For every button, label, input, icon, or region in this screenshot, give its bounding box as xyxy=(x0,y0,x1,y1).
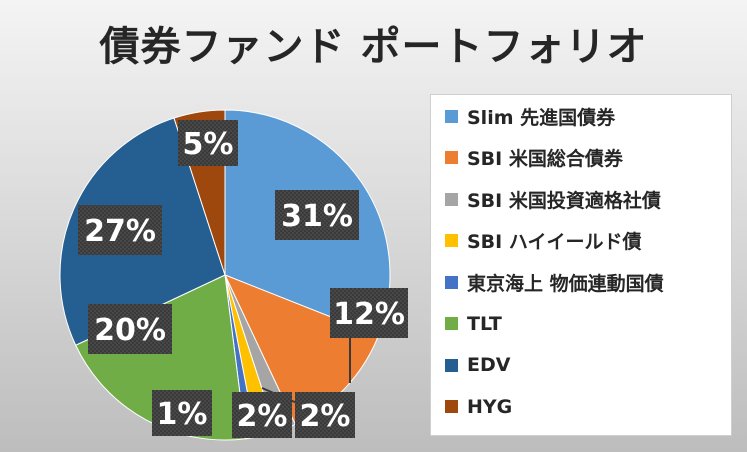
data-label-3: 2% xyxy=(295,392,355,438)
legend-item-8: HYG xyxy=(445,394,512,420)
legend-item-5: 東京海上 物価連動国債 xyxy=(445,269,664,295)
legend-swatch xyxy=(445,151,458,164)
data-label-text: 1% xyxy=(157,397,208,432)
data-label-box xyxy=(152,390,212,436)
data-label-text: 2% xyxy=(237,399,288,434)
legend-label: SBI ハイイールド債 xyxy=(467,231,642,253)
legend-label: SBI 米国投資適格社債 xyxy=(467,189,661,212)
data-label-box xyxy=(88,304,172,354)
data-label-box xyxy=(275,190,359,240)
legend-label: TLT xyxy=(467,312,502,335)
legend-item-6: TLT xyxy=(445,311,502,337)
legend-item-4: SBI ハイイールド債 xyxy=(445,228,641,254)
data-label-text: 2% xyxy=(300,399,351,434)
legend-label: Slim 先進国債券 xyxy=(467,106,616,129)
data-label-2: 12% xyxy=(330,288,408,338)
legend-swatch xyxy=(445,192,458,206)
data-label-box xyxy=(178,120,238,166)
legend-swatch xyxy=(445,400,458,413)
legend-label: SBI 米国総合債券 xyxy=(467,148,623,170)
legend-swatch xyxy=(445,109,458,123)
data-label-4: 2% xyxy=(232,392,292,438)
data-label-text: 5% xyxy=(183,127,234,162)
data-label-text: 12% xyxy=(333,297,405,332)
legend-item-2: SBI 米国総合債券 xyxy=(445,145,623,171)
data-label-box xyxy=(295,392,355,438)
data-label-1: 31% xyxy=(275,190,359,240)
data-label-text: 31% xyxy=(281,199,353,234)
legend-label: HYG xyxy=(467,395,513,418)
legend-swatch xyxy=(445,234,458,247)
legend: Slim 先進国債券 SBI 米国総合債券 SBI 米国投資適格社債 SBI ハイイー… xyxy=(430,94,732,436)
legend-label: EDV xyxy=(467,354,511,376)
legend-item-7: EDV xyxy=(445,352,510,378)
data-label-text: 20% xyxy=(94,313,166,348)
data-label-box xyxy=(78,205,162,255)
legend-swatch xyxy=(445,275,458,289)
data-label-text: 27% xyxy=(84,214,156,249)
legend-swatch xyxy=(445,317,458,330)
data-label-8: 5% xyxy=(178,120,238,166)
legend-swatch xyxy=(445,358,458,372)
data-label-6: 20% xyxy=(88,304,172,354)
data-label-box xyxy=(232,392,292,438)
data-label-box xyxy=(330,288,408,338)
data-label-5: 1% xyxy=(152,390,212,436)
data-label-7: 27% xyxy=(78,205,162,255)
legend-item-1: Slim 先進国債券 xyxy=(445,103,615,129)
legend-label: 東京海上 物価連動国債 xyxy=(467,272,664,295)
chart-title: 債券ファンド ポートフォリオ xyxy=(99,24,648,70)
legend-item-3: SBI 米国投資適格社債 xyxy=(445,186,661,212)
